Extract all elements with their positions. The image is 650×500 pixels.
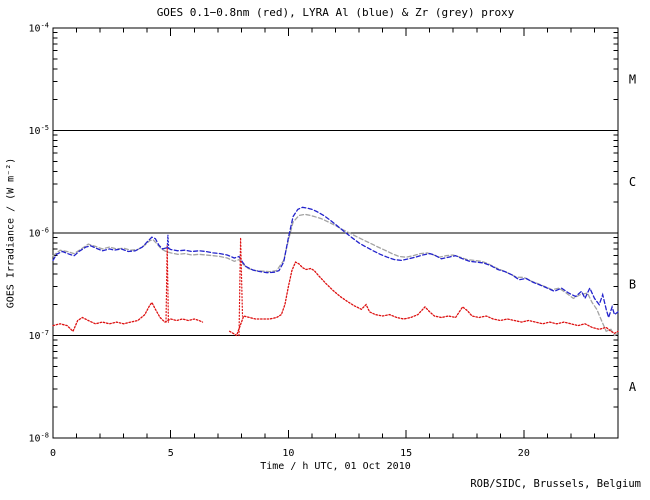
x-tick-label: 15 xyxy=(400,448,412,459)
y-tick-label: 10-6 xyxy=(29,227,49,240)
y-tick-label: 10-7 xyxy=(29,329,49,342)
x-tick-label: 10 xyxy=(282,448,294,459)
series-goes-red xyxy=(228,261,619,337)
x-tick-label: 0 xyxy=(50,448,56,459)
y-tick-label: 10-5 xyxy=(29,124,49,137)
x-tick-label: 20 xyxy=(518,448,530,459)
flare-class-label-M: M xyxy=(629,72,636,86)
series-al-blue-spikes xyxy=(166,234,170,250)
flare-class-label-A: A xyxy=(629,380,637,394)
y-tick-label: 10-8 xyxy=(29,432,49,445)
y-axis-ticks xyxy=(53,27,618,439)
chart-title: GOES 0.1−0.8nm (red), LYRA Al (blue) & Z… xyxy=(156,6,515,19)
flare-class-boundary-lines xyxy=(53,130,618,336)
series-goes-red-spikes xyxy=(165,245,169,323)
x-tick-label: 5 xyxy=(168,448,174,459)
flare-class-label-B: B xyxy=(629,277,636,291)
x-axis-label: Time / h UTC, 01 Oct 2010 xyxy=(260,461,411,472)
series-goes-red xyxy=(52,301,204,333)
credit-text: ROB/SIDC, Brussels, Belgium xyxy=(470,478,641,490)
x-axis-ticks xyxy=(52,28,619,438)
y-tick-label: 10-4 xyxy=(29,22,49,35)
series-goes-red-spikes xyxy=(238,237,244,337)
flare-class-label-C: C xyxy=(629,175,636,189)
series-al-blue xyxy=(52,206,619,320)
